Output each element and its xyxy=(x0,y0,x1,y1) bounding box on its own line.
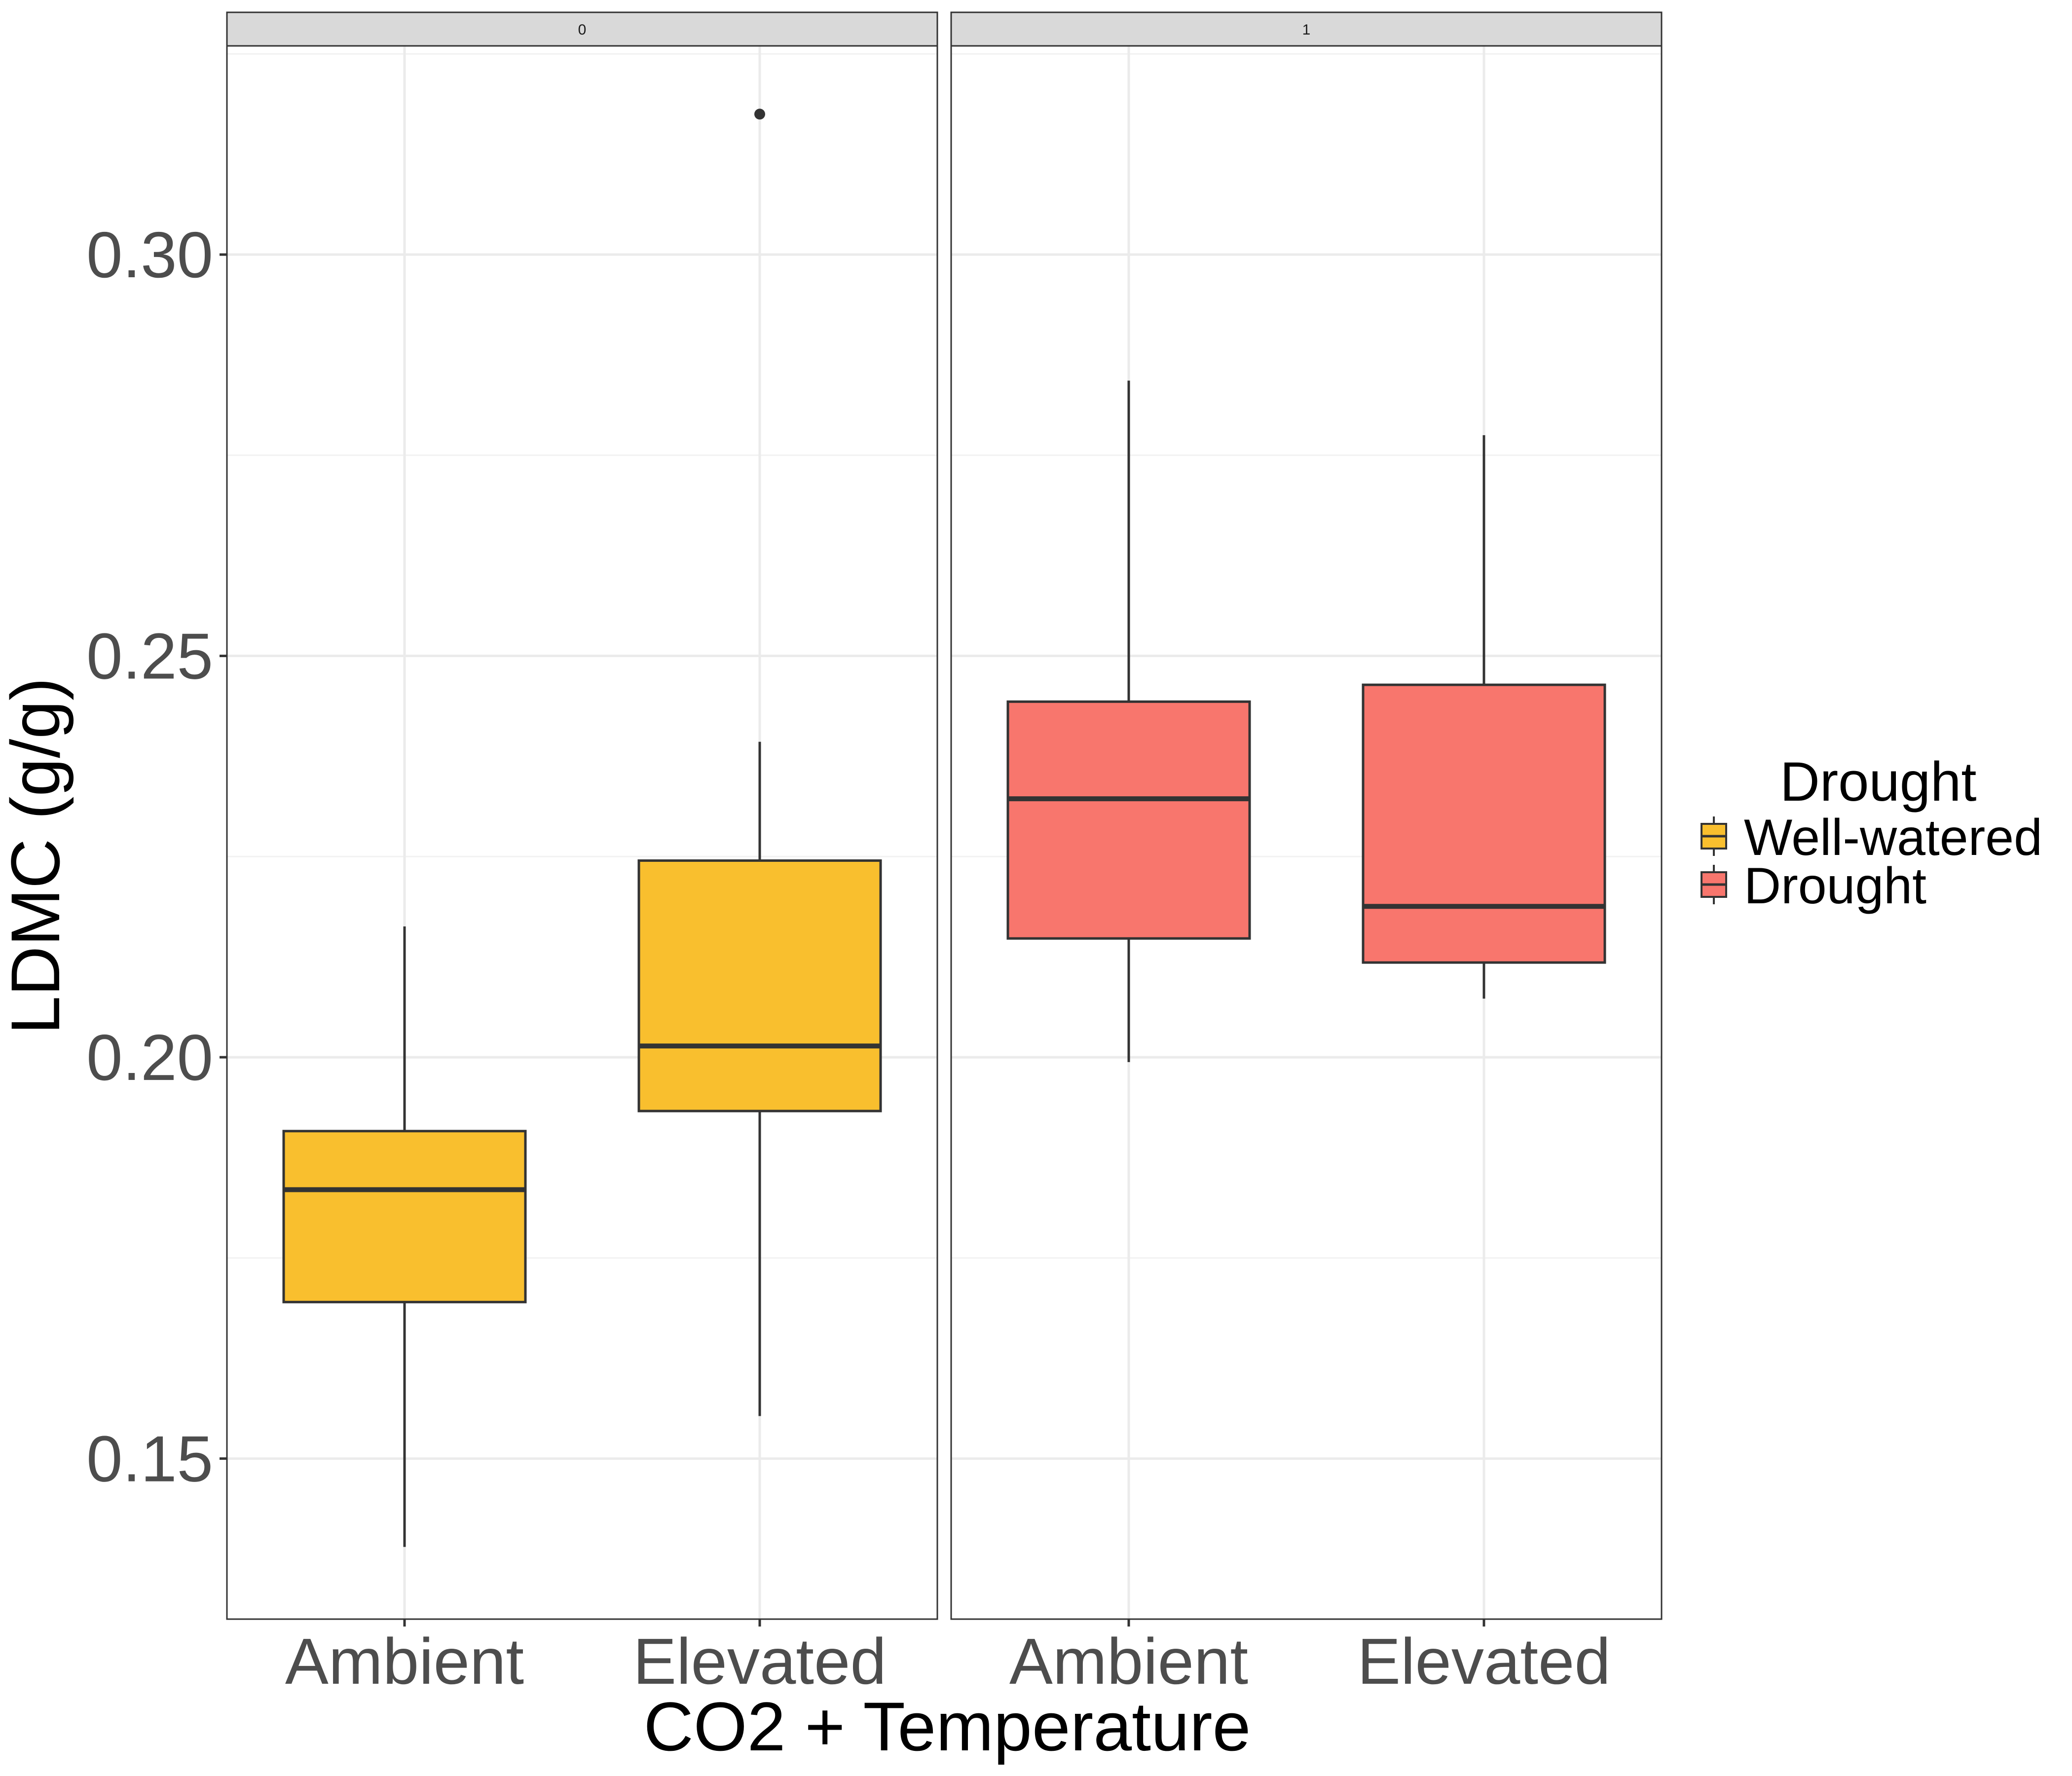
facet-panels: 0 Ambient Elevated 1 Ambient Elevated 0.15 0.20… xyxy=(86,11,1663,1698)
legend-item-label: Well-watered xyxy=(1744,809,2042,866)
box-body xyxy=(1006,700,1251,940)
x-axis-title: CO2 + Temperature xyxy=(644,1688,1251,1765)
y-tick-label: 0.25 xyxy=(86,620,213,693)
facet-strip-label: 0 xyxy=(578,22,587,38)
box-body xyxy=(637,859,882,1112)
y-tick-label: 0.30 xyxy=(86,219,213,291)
legend-item-label: Drought xyxy=(1744,857,1926,915)
box-body xyxy=(282,1130,527,1303)
legend-title: Drought xyxy=(1780,751,1976,813)
y-axis-title: LDMC (g/g) xyxy=(0,677,74,1034)
box-elevated xyxy=(1362,435,1606,999)
x-tick-label: Ambient xyxy=(1009,1625,1248,1698)
y-axis: 0.15 0.20 0.25 0.30 xyxy=(86,219,227,1495)
facet-panel-0: 0 Ambient Elevated xyxy=(226,11,938,1698)
x-tick-label: Ambient xyxy=(285,1625,524,1698)
box-body xyxy=(1362,683,1606,964)
facet-strip xyxy=(226,11,938,47)
box-ambient xyxy=(282,926,527,1547)
box-ambient xyxy=(1006,380,1251,1062)
x-tick-label: Elevated xyxy=(633,1625,887,1698)
y-tick-label: 0.20 xyxy=(86,1021,213,1094)
box-elevated xyxy=(637,109,882,1416)
facet-strip xyxy=(950,11,1663,47)
facet-panel-1: 1 Ambient Elevated xyxy=(950,11,1663,1698)
legend-item: Drought xyxy=(1701,857,1926,915)
y-tick-label: 0.15 xyxy=(86,1423,213,1495)
outlier-point xyxy=(754,109,765,120)
x-tick-label: Elevated xyxy=(1357,1625,1611,1698)
facet-strip-label: 1 xyxy=(1302,22,1311,38)
panel-background xyxy=(227,46,937,1619)
legend-item: Well-watered xyxy=(1701,809,2042,866)
